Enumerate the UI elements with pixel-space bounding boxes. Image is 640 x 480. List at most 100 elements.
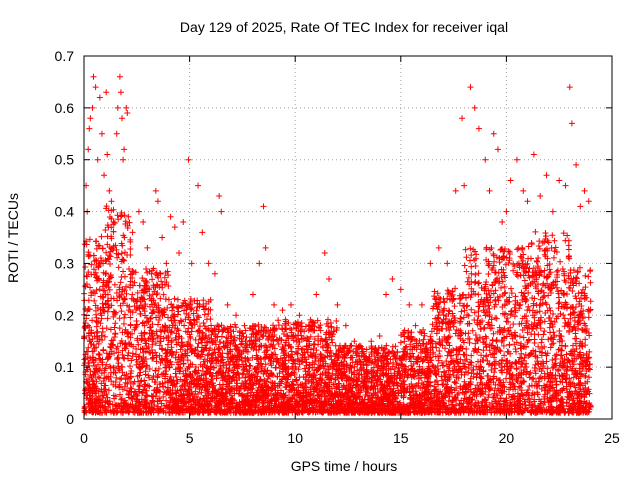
- data-point: [100, 294, 107, 301]
- data-point: [118, 250, 125, 257]
- data-point: [168, 344, 175, 351]
- data-point: [129, 291, 136, 298]
- data-point: [137, 369, 144, 376]
- data-point: [583, 328, 590, 335]
- data-point: [104, 308, 111, 315]
- data-point: [121, 249, 128, 256]
- data-point: [118, 395, 125, 402]
- data-point: [216, 381, 223, 388]
- data-point: [121, 345, 128, 352]
- data-point: [549, 365, 556, 372]
- data-point: [538, 336, 545, 343]
- data-point: [305, 322, 312, 329]
- data-point: [288, 348, 295, 355]
- data-point: [264, 375, 271, 382]
- data-point: [99, 300, 106, 307]
- data-point: [535, 343, 542, 350]
- data-point: [238, 341, 245, 348]
- data-point: [231, 334, 238, 341]
- data-point: [490, 330, 497, 337]
- data-point: [112, 320, 119, 327]
- data-point: [511, 383, 518, 390]
- data-point: [548, 334, 555, 341]
- data-point: [127, 271, 134, 278]
- data-point: [116, 391, 123, 398]
- data-point: [311, 335, 318, 342]
- data-point: [397, 339, 404, 346]
- data-point: [90, 354, 97, 361]
- data-point: [572, 340, 579, 347]
- data-point: [160, 291, 167, 298]
- data-point: [537, 400, 544, 407]
- data-point: [532, 228, 539, 235]
- data-point: [585, 314, 592, 321]
- data-point: [509, 371, 516, 378]
- data-points: [81, 73, 594, 416]
- data-point: [217, 385, 224, 392]
- data-point: [315, 392, 322, 399]
- data-point: [553, 268, 560, 275]
- data-point: [230, 328, 237, 335]
- data-point: [467, 245, 474, 252]
- data-point: [510, 267, 517, 274]
- data-point: [113, 289, 120, 296]
- data-point: [120, 320, 127, 327]
- data-point: [135, 341, 142, 348]
- data-point: [127, 314, 134, 321]
- data-point: [461, 262, 468, 269]
- data-point: [286, 389, 293, 396]
- data-point: [550, 254, 557, 261]
- data-point: [497, 348, 504, 355]
- data-point: [458, 308, 465, 315]
- data-point: [158, 345, 165, 352]
- data-point: [165, 296, 172, 303]
- data-point: [463, 268, 470, 275]
- data-point: [172, 354, 179, 361]
- data-point: [476, 303, 483, 310]
- data-point: [518, 289, 525, 296]
- data-point: [110, 295, 117, 302]
- data-point: [127, 363, 134, 370]
- data-point: [328, 324, 335, 331]
- data-point: [192, 388, 199, 395]
- data-point: [127, 321, 134, 328]
- data-point: [587, 279, 594, 286]
- data-point: [480, 307, 487, 314]
- data-point: [107, 326, 114, 333]
- data-point: [116, 325, 123, 332]
- data-point: [225, 329, 232, 336]
- data-point: [527, 255, 534, 262]
- data-point: [146, 366, 153, 373]
- data-point: [498, 367, 505, 374]
- data-point: [586, 307, 593, 314]
- data-point: [429, 321, 436, 328]
- data-point: [152, 340, 159, 347]
- data-point: [436, 348, 443, 355]
- data-point: [469, 327, 476, 334]
- data-point: [520, 257, 527, 264]
- data-point: [518, 387, 525, 394]
- data-point: [134, 335, 141, 342]
- data-point: [521, 354, 528, 361]
- data-point: [125, 349, 132, 356]
- data-point: [557, 258, 564, 265]
- data-point: [389, 343, 396, 350]
- data-point: [97, 255, 104, 262]
- data-point: [561, 323, 568, 330]
- data-point: [525, 303, 532, 310]
- data-point: [434, 290, 441, 297]
- data-point: [554, 267, 561, 274]
- data-point: [98, 332, 105, 339]
- data-point: [181, 347, 188, 354]
- data-point: [200, 319, 207, 326]
- data-point: [130, 343, 137, 350]
- data-point: [547, 290, 554, 297]
- data-point: [452, 285, 459, 292]
- data-point: [89, 377, 96, 384]
- data-point: [161, 274, 168, 281]
- data-point: [307, 333, 314, 340]
- data-point: [530, 302, 537, 309]
- data-point: [416, 337, 423, 344]
- data-point: [94, 328, 101, 335]
- data-point: [193, 307, 200, 314]
